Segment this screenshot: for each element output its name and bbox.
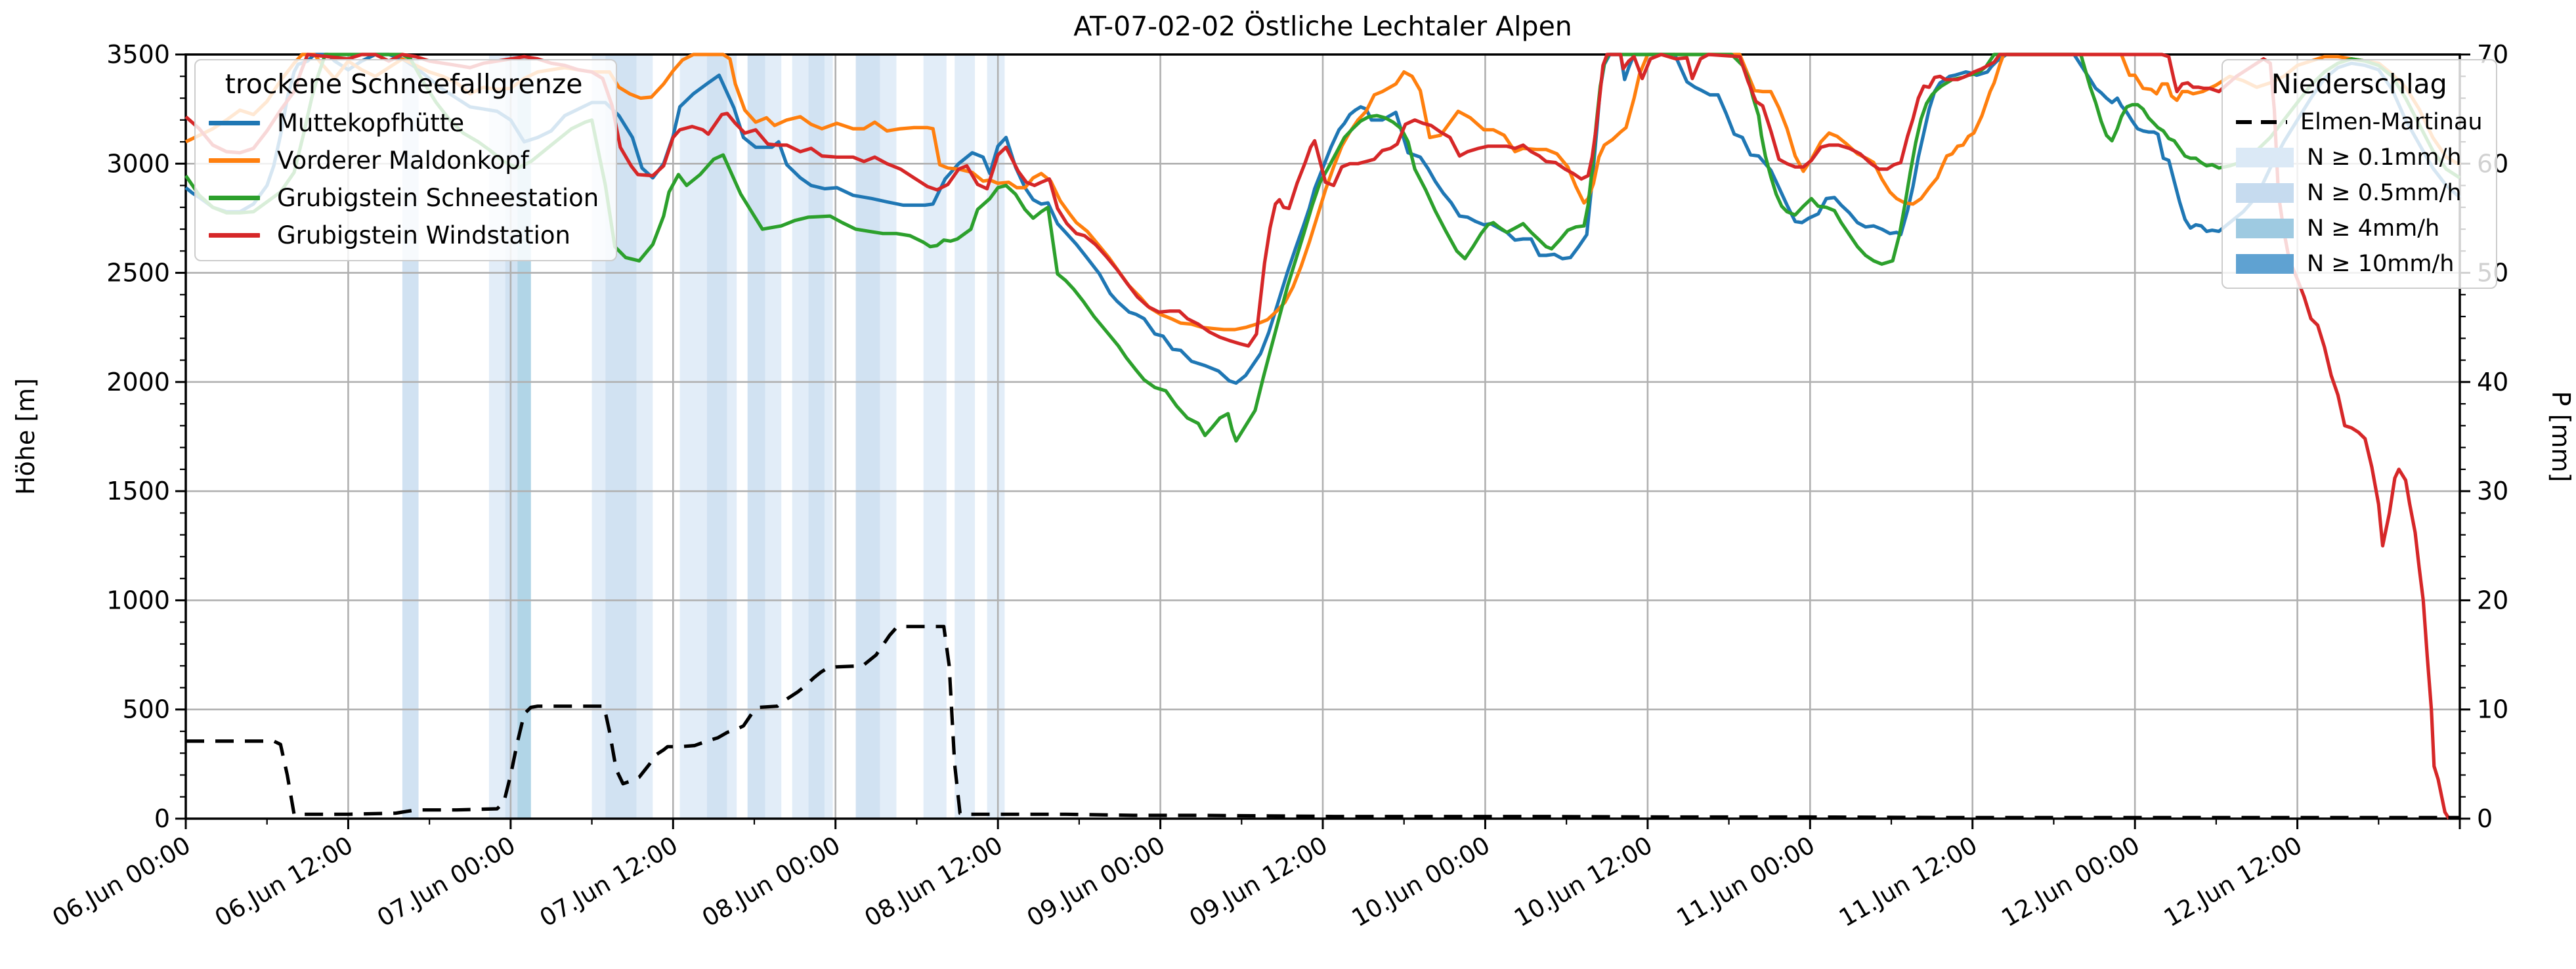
precip-band-0.5mmh (747, 54, 765, 819)
legend-precipitation-title: Niederschlag (2271, 68, 2447, 100)
legend-item-label: N ≥ 0.5mm/h (2307, 180, 2462, 206)
precip-band-0.5mmh (855, 54, 880, 819)
band-swatch-10-icon (2236, 254, 2294, 274)
x-tick-labels: 06.Jun 00:00 06.Jun 12:00 07.Jun 00:00 07.J… (47, 831, 2307, 933)
legend-item-label: Grubigstein Schneestation (277, 184, 599, 212)
x-tick-label: 09.Jun 00:00 (1022, 831, 1170, 933)
legend-item-precip-10: N ≥ 10mm/h (2236, 251, 2483, 277)
series-grubigstein-schneestation (184, 53, 2461, 443)
precip-band-0.1mmh (727, 54, 737, 819)
y-left-tick-label: 2000 (106, 368, 170, 397)
legend-item-label: N ≥ 0.1mm/h (2307, 144, 2462, 171)
x-tick-label: 10.Jun 12:00 (1509, 831, 1657, 933)
legend-item-grubigstein-schneestation: Grubigstein Schneestation (209, 184, 599, 212)
y-right-axis-label: P [mm] (2546, 391, 2575, 483)
precip-band-0.5mmh (808, 54, 825, 819)
x-tick-label: 09.Jun 12:00 (1184, 831, 1332, 933)
precip-band-0.1mmh (880, 54, 897, 819)
precip-band-0.1mmh (792, 54, 809, 819)
y-left-tick-label: 3500 (106, 40, 170, 69)
line-swatch-red-icon (209, 233, 260, 238)
legend-snowfall-title: trockene Schneefallgrenze (225, 68, 583, 100)
legend-precipitation: Niederschlag Elmen-Martinau N ≥ 0.1mm/h … (2222, 59, 2497, 289)
band-swatch-4-icon (2236, 219, 2294, 238)
x-tick-label: 07.Jun 12:00 (535, 831, 683, 933)
y-right-tick-label: 0 (2477, 804, 2493, 833)
line-swatch-orange-icon (209, 158, 260, 163)
legend-item-label: Vorderer Maldonkopf (277, 146, 529, 175)
legend-item-precip-0_5: N ≥ 0.5mm/h (2236, 180, 2483, 206)
precip-band-0.1mmh (636, 54, 653, 819)
chart-title: AT-07-02-02 Östliche Lechtaler Alpen (1073, 11, 1572, 42)
legend-item-vorderer-maldonkopf: Vorderer Maldonkopf (209, 146, 599, 175)
x-tick-label: 10.Jun 00:00 (1347, 831, 1495, 933)
series-grubigstein-windstation (184, 53, 2451, 820)
x-tick-label: 12.Jun 12:00 (2159, 831, 2307, 933)
legend-snowfall-limit: trockene Schneefallgrenze Muttekopfhütte… (194, 59, 618, 261)
x-tick-label: 06.Jun 12:00 (210, 831, 358, 933)
y-right-tick-label: 20 (2477, 586, 2508, 614)
x-tick-label: 11.Jun 00:00 (1672, 831, 1820, 933)
gridlines (186, 54, 2460, 819)
y-left-tick-label: 3000 (106, 149, 170, 178)
legend-item-label: Muttekopfhütte (277, 109, 465, 137)
y-left-tick-label: 1500 (106, 477, 170, 506)
precip-band-0.5mmh (706, 54, 727, 819)
y-left-tick-label: 500 (122, 695, 170, 724)
y-left-tick-label: 0 (154, 804, 170, 833)
x-tick-label: 08.Jun 12:00 (860, 831, 1008, 933)
legend-item-grubigstein-windstation: Grubigstein Windstation (209, 221, 599, 249)
line-swatch-green-icon (209, 196, 260, 200)
line-swatch-blue-icon (209, 121, 260, 125)
legend-item-precip-0_1: N ≥ 0.1mm/h (2236, 144, 2483, 171)
legend-item-label: N ≥ 4mm/h (2307, 215, 2440, 242)
legend-item-label: Grubigstein Windstation (277, 221, 570, 249)
precip-band-0.1mmh (765, 54, 782, 819)
y-left-tick-label: 1000 (106, 586, 170, 614)
y-right-tick-label: 40 (2477, 368, 2508, 397)
precip-band-0.1mmh (955, 54, 976, 819)
legend-item-label: N ≥ 10mm/h (2307, 251, 2455, 277)
legend-item-precip-4: N ≥ 4mm/h (2236, 215, 2483, 242)
data-series (184, 53, 2461, 820)
legend-item-label: Elmen-Martinau (2300, 109, 2483, 135)
axis-ticks (175, 53, 2470, 829)
dashed-line-swatch-icon (2236, 120, 2287, 124)
legend-item-elmen-martinau: Elmen-Martinau (2236, 109, 2483, 135)
y-left-axis-label: Höhe [m] (11, 378, 40, 495)
legend-item-muttekopfhuette: Muttekopfhütte (209, 109, 599, 137)
precip-band-0.1mmh (825, 54, 833, 819)
series-elmen-martinau (186, 624, 2460, 819)
precip-band-0.1mmh (923, 54, 947, 819)
series-vorderer-maldonkopf (184, 53, 2461, 332)
band-swatch-0_5-icon (2236, 183, 2294, 203)
x-tick-label: 11.Jun 12:00 (1834, 831, 1982, 933)
x-tick-label: 12.Jun 00:00 (1997, 831, 2145, 933)
band-swatch-0_1-icon (2236, 148, 2294, 167)
series-muttekopfh-tte (184, 53, 2461, 385)
x-tick-label: 06.Jun 00:00 (47, 831, 195, 933)
y-left-tick-label: 2500 (106, 259, 170, 288)
y-left-tick-labels: 0 500 1000 1500 2000 2500 3000 3500 (106, 40, 170, 833)
y-right-tick-label: 30 (2477, 477, 2508, 506)
x-tick-label: 07.Jun 00:00 (372, 831, 520, 933)
y-right-tick-label: 10 (2477, 695, 2508, 724)
x-tick-label: 08.Jun 00:00 (697, 831, 845, 933)
